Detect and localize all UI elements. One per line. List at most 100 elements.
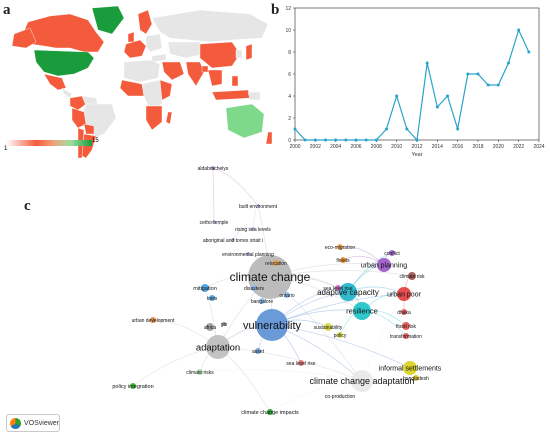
data-point [385,127,388,131]
map-region-turkey [151,53,167,63]
network-node[interactable]: environmental planning [222,252,274,258]
map-region-central-america [61,87,73,99]
network-node[interactable]: sustainability [314,323,343,331]
map-region-east-africa [159,79,173,101]
network-node[interactable]: resilience [346,302,378,320]
network-node-dot [324,323,332,331]
network-node[interactable]: asset [252,348,265,355]
network-node[interactable]: sea level rise [286,360,316,367]
network-node[interactable]: vulnerability [243,309,302,341]
network-node[interactable]: ontario [279,292,295,299]
network-node[interactable]: aboriginal and torres strait i [203,238,263,244]
network-node[interactable]: climate change [230,255,311,299]
network-node-label: floods [336,258,350,264]
network-node[interactable]: transformation [390,333,422,340]
network-node[interactable]: climate change adaptation [309,370,415,392]
network-node[interactable]: bangladesh [403,375,429,382]
map-region-greenland [91,5,125,35]
network-node[interactable]: bangalore [251,298,273,305]
y-tick-label: 0 [288,138,291,144]
network-node[interactable]: mitigation [193,284,217,292]
network-node[interactable]: policy integration [112,383,154,390]
panel-label-c: c [24,198,31,214]
network-node[interactable]: urban development [132,317,175,324]
network-node[interactable]: eco-migration [325,244,356,251]
x-tick-label: 2010 [391,144,402,150]
network-node-label: environmental planning [222,252,274,258]
data-point [517,28,521,32]
network-link [271,324,411,369]
network-node-dot [338,394,342,398]
network-node[interactable]: urban poor [387,287,422,301]
network-node-dot [267,409,273,415]
network-node-label: informal settlements [379,365,442,372]
map-region-bangladesh [201,65,209,73]
x-tick-label: 2008 [371,144,382,150]
network-node[interactable]: dhaka [397,309,411,316]
data-point [496,83,500,87]
network-node-label: policy integration [112,384,153,390]
network-node[interactable]: sea level rise [323,285,353,292]
data-point [486,83,490,87]
vosviewer-badge-label: VOSviewer [23,419,59,427]
network-node[interactable]: relocation [265,260,287,267]
data-point [425,61,429,65]
map-region-china [199,41,241,69]
network-node[interactable]: conflict [384,250,400,257]
network-node-label: urban planning [361,262,407,269]
network-node-dot [298,360,304,366]
network-node-dot [335,285,341,291]
y-tick-label: 2 [288,116,291,122]
network-node-dot [256,204,260,208]
network-node-dot [402,322,410,330]
network-node-dot [150,317,156,323]
x-tick-label: 2012 [411,144,422,150]
network-node[interactable]: policy [334,332,347,339]
network-node-label: cetho temple [200,220,229,226]
map-region-uk [127,31,135,43]
map-region-australia [225,103,265,139]
network-node-dot [351,370,373,392]
network-node[interactable]: co-production [325,394,356,400]
network-node-dot [339,283,357,301]
network-node[interactable]: climate change impacts [241,409,299,416]
network-node-label: mitigation [193,286,217,292]
network-node[interactable]: flood risk [396,322,417,330]
data-point [415,138,419,142]
network-node[interactable]: informal settlements [379,361,442,375]
network-node[interactable]: climate risk [399,272,425,280]
network-node[interactable]: adaptive capacity [317,283,379,301]
network-node[interactable]: climate risks [186,369,214,376]
network-node[interactable]: gis [221,322,228,328]
network-node[interactable]: adaptation [196,335,240,359]
network-node[interactable]: africa [204,323,216,331]
network-node[interactable]: urban planning [361,258,407,272]
network-node-dot [206,335,230,359]
map-region-india [185,61,205,87]
map-region-southern-africa [145,105,163,131]
x-tick-label: 2018 [472,144,483,150]
network-node-label: climate change impacts [241,410,299,416]
network-node[interactable]: disasters [244,285,265,292]
network-node[interactable]: cetho temple [200,220,229,226]
network-node-dot [197,369,203,375]
network-node-label: sea level rise [323,286,352,292]
network-node[interactable]: rising sea levels [235,227,271,233]
network-node[interactable]: tools [207,295,218,302]
x-axis-label: Year [411,152,422,158]
data-point [446,94,449,98]
y-tick-label: 4 [288,94,291,100]
network-node-label: bangladesh [403,376,429,382]
x-tick-label: 2002 [310,144,321,150]
x-tick-label: 2022 [513,144,524,150]
data-point [456,127,460,131]
network-node[interactable]: floods [336,257,350,264]
map-region-usa [33,49,95,77]
network-node[interactable]: built environment [239,204,278,210]
map-region-russia [151,9,269,43]
network-node[interactable]: aldabrachelys [198,166,229,172]
vosviewer-badge[interactable]: VOSviewer [6,414,60,432]
data-point [435,105,439,109]
x-tick-label: 2020 [493,144,504,150]
